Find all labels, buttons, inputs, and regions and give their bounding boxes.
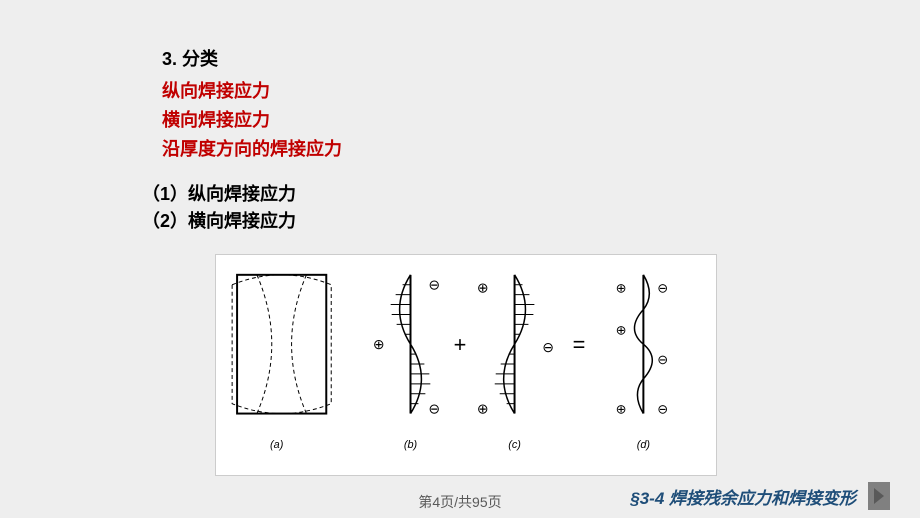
red-category-3: 沿厚度方向的焊接应力 — [162, 135, 342, 164]
operator-plus: + — [454, 332, 467, 357]
diagram-a: (a) — [232, 275, 331, 451]
symbol-minus: ⊖ — [657, 281, 668, 296]
main-content: 3. 分类 纵向焊接应力 横向焊接应力 沿厚度方向的焊接应力 （1）纵向焊接应力… — [142, 45, 342, 235]
symbol-plus: ⊕ — [616, 281, 627, 296]
symbol-minus: ⊖ — [657, 402, 668, 417]
symbol-minus: ⊖ — [542, 339, 554, 355]
diagram-b: ⊕ ⊖ ⊖ (b) — [373, 275, 440, 451]
symbol-minus: ⊖ — [428, 277, 440, 293]
symbol-plus: ⊕ — [616, 402, 627, 417]
label-a: (a) — [270, 439, 283, 451]
footer: §3-4 焊接残余应力和焊接变形 — [630, 482, 890, 510]
symbol-minus: ⊖ — [657, 352, 668, 367]
sub-section: （1）纵向焊接应力 （2）横向焊接应力 — [142, 181, 342, 235]
operator-equals: = — [573, 332, 586, 357]
next-button[interactable] — [868, 482, 890, 510]
symbol-minus: ⊖ — [428, 401, 440, 417]
diagram-c: ⊕ ⊕ ⊖ (c) — [477, 275, 554, 451]
section-title: 3. 分类 — [162, 45, 342, 71]
footer-section-title: §3-4 焊接残余应力和焊接变形 — [630, 484, 856, 509]
symbol-plus: ⊕ — [477, 401, 489, 417]
diagram-d: ⊕ ⊖ ⊕ ⊖ ⊕ ⊖ (d) — [616, 275, 668, 451]
label-c: (c) — [508, 439, 521, 451]
symbol-plus: ⊕ — [616, 322, 627, 337]
sub-item-1: （1）纵向焊接应力 — [142, 181, 342, 208]
red-category-2: 横向焊接应力 — [162, 106, 342, 135]
symbol-plus: ⊕ — [477, 280, 489, 296]
sub-item-2: （2）横向焊接应力 — [142, 208, 342, 235]
page-number: 第4页/共95页 — [418, 492, 501, 512]
label-d: (d) — [637, 439, 650, 451]
red-category-1: 纵向焊接应力 — [162, 77, 342, 106]
stress-diagram: (a) ⊕ ⊖ ⊖ (b) + — [215, 254, 717, 476]
label-b: (b) — [404, 439, 417, 451]
symbol-plus: ⊕ — [373, 336, 385, 352]
